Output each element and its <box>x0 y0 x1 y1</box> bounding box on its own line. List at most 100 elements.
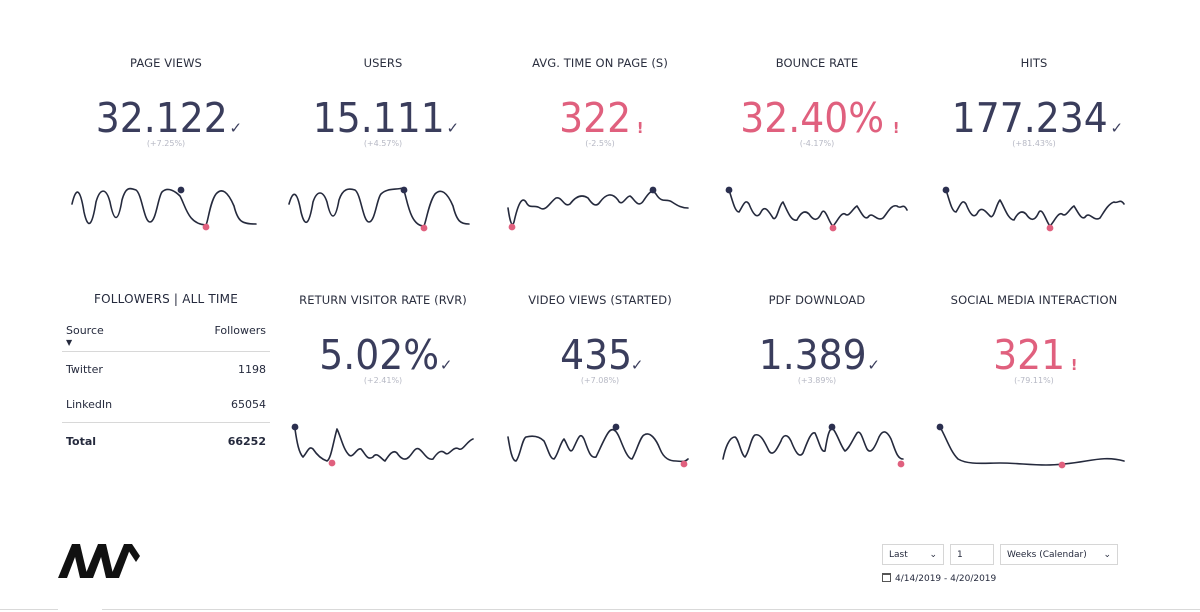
followers-panel: FOLLOWERS | ALL TIME Source ▼ Followers T… <box>62 292 270 459</box>
table-row: LinkedIn 65054 <box>62 387 270 423</box>
sparkline-low-marker <box>1058 461 1066 469</box>
date-range-text: 4/14/2019 - 4/20/2019 <box>895 574 997 584</box>
sparkline-high-marker <box>649 186 657 194</box>
column-header-source[interactable]: Source ▼ <box>62 324 162 352</box>
chevron-down-icon: ⌄ <box>1103 550 1111 560</box>
period-type-select[interactable]: Last ⌄ <box>882 544 944 565</box>
sparkline-low-marker <box>680 460 688 468</box>
period-unit-select[interactable]: Weeks (Calendar) ⌄ <box>1000 544 1118 565</box>
sparkline-low-marker <box>1046 224 1054 232</box>
sparkline-users <box>288 186 470 232</box>
kpi-value-row: 321! <box>934 333 1134 377</box>
cell-followers: 65054 <box>231 398 266 411</box>
sparkline-page-views <box>71 186 257 231</box>
kpi-title: USERS <box>363 56 403 70</box>
check-icon: ✓ <box>229 119 243 137</box>
sparkline-line <box>728 189 908 227</box>
sparkline-line <box>939 426 1125 466</box>
kpi-title: HITS <box>1020 56 1048 70</box>
sparkline-high-marker <box>725 186 733 194</box>
alert-icon: ! <box>1070 356 1078 374</box>
kpi-delta: (+3.89%) <box>797 376 837 385</box>
kpi-delta: (+4.57%) <box>363 139 403 148</box>
kpi-value-row: 15.111 ✓ <box>283 96 483 140</box>
sparkline-low-marker <box>202 223 210 231</box>
kpi-title: AVG. TIME ON PAGE (S) <box>532 56 668 70</box>
kpi-title: RETURN VISITOR RATE (RVR) <box>299 293 467 307</box>
check-icon: ✓ <box>1110 119 1124 137</box>
cell-followers: 1198 <box>238 363 266 376</box>
sparkline-pdf-download <box>722 423 905 468</box>
kpi-value: 1.389 <box>758 331 867 379</box>
kpi-value: 32.40% <box>740 94 885 142</box>
sparkline-social-media <box>936 423 1125 469</box>
kpi-delta: (+2.41%) <box>363 376 403 385</box>
sparkline-low-marker <box>328 459 336 467</box>
check-icon: ✓ <box>439 356 453 374</box>
sparkline-high-marker <box>612 423 620 431</box>
sparkline-line <box>71 187 257 226</box>
kpi-value: 322 <box>559 94 632 142</box>
check-icon: ✓ <box>867 356 880 374</box>
sparkline-low-marker <box>829 224 837 232</box>
cell-source: LinkedIn <box>66 398 113 411</box>
sparkline-high-marker <box>291 423 299 431</box>
sparkline-avg-time <box>507 186 689 231</box>
period-unit-value: Weeks (Calendar) <box>1007 550 1087 560</box>
sparkline-hits <box>942 186 1125 232</box>
sparkline-return-visitor-rate <box>291 423 474 467</box>
kpi-value: 5.02% <box>318 331 439 379</box>
sparkline-line <box>945 189 1125 227</box>
kpi-title: PDF DOWNLOAD <box>768 293 866 307</box>
kpi-delta: (-79.11%) <box>1014 376 1054 385</box>
table-row: Twitter 1198 <box>62 352 270 388</box>
check-icon: ✓ <box>446 119 460 137</box>
sparkline-low-marker <box>897 460 905 468</box>
kpi-delta: (+7.25%) <box>146 139 186 148</box>
total-value: 66252 <box>161 422 270 459</box>
active-page-tab[interactable] <box>58 609 102 612</box>
sparkline-high-marker <box>177 186 185 194</box>
sparkline-high-marker <box>400 186 408 194</box>
sparkline-high-marker <box>828 423 836 431</box>
sparkline-video-views <box>507 423 689 468</box>
kpi-value: 177.234 <box>951 94 1108 142</box>
sparkline-line <box>294 428 474 462</box>
column-header-followers[interactable]: Followers <box>161 324 270 352</box>
period-count-value: 1 <box>957 550 963 560</box>
kpi-title: VIDEO VIEWS (STARTED) <box>528 293 672 307</box>
kpi-title: PAGE VIEWS <box>130 56 202 70</box>
company-logo <box>58 544 140 578</box>
table-total-row: Total 66252 <box>62 422 270 459</box>
kpi-delta: (+7.08%) <box>580 376 620 385</box>
cell-source: Twitter <box>66 363 103 376</box>
sparkline-high-marker <box>936 423 944 431</box>
period-type-value: Last <box>889 550 908 560</box>
kpi-delta: (-4.17%) <box>799 139 835 148</box>
kpi-value: 32.122 <box>95 94 228 142</box>
kpi-title: SOCIAL MEDIA INTERACTION <box>950 293 1118 307</box>
kpi-value-row: 5.02%✓ <box>283 333 483 377</box>
check-icon: ✓ <box>630 356 644 374</box>
kpi-value-row: 435✓ <box>500 333 700 377</box>
period-count-input[interactable]: 1 <box>950 544 994 565</box>
kpi-value: 321 <box>993 331 1066 379</box>
sparkline-low-marker <box>508 223 516 231</box>
page-bottom-divider <box>0 609 1200 610</box>
kpi-delta: (+81.43%) <box>1012 139 1056 148</box>
alert-icon: ! <box>636 119 644 137</box>
kpi-title: BOUNCE RATE <box>775 56 859 70</box>
calendar-icon <box>882 573 891 582</box>
sparkline-line <box>507 428 689 463</box>
sparkline-low-marker <box>420 224 428 232</box>
alert-icon: ! <box>892 119 900 137</box>
kpi-delta: (-2.5%) <box>585 139 615 148</box>
sort-down-icon[interactable]: ▼ <box>66 338 73 347</box>
sparkline-high-marker <box>942 186 950 194</box>
kpi-value-row: 322! <box>500 96 700 140</box>
followers-table: Source ▼ Followers Twitter 1198 LinkedIn … <box>62 324 270 459</box>
kpi-value-row: 32.40%! <box>717 96 917 140</box>
chevron-down-icon: ⌄ <box>929 550 937 560</box>
sparkline-line <box>722 428 904 460</box>
kpi-value: 435 <box>559 331 632 379</box>
